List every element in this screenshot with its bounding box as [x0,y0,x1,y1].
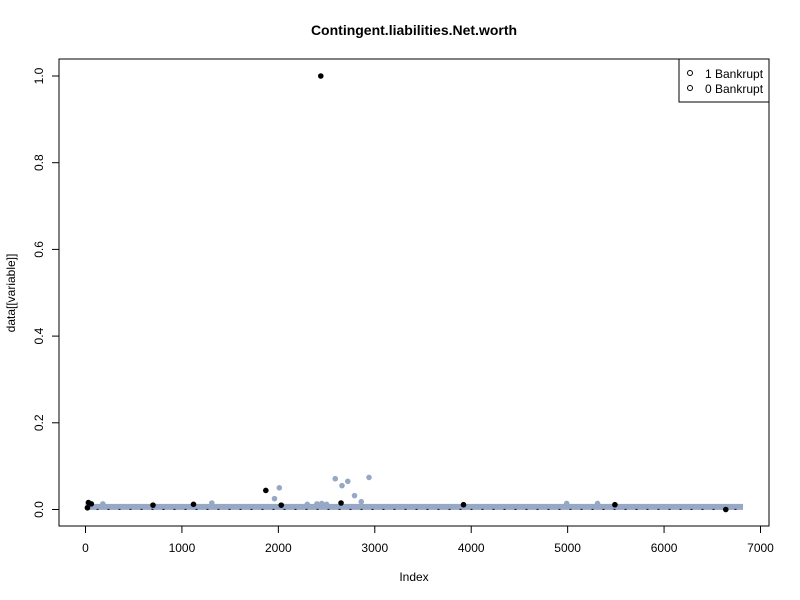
y-tick-label: 0.2 [32,414,46,431]
bankrupt-1-point [460,501,467,508]
bankrupt-0-point [563,500,570,507]
bankrupt-0-point [366,474,372,481]
legend-label-1: 1 Bankrupt [705,67,764,81]
bankrupt-0-point [358,498,365,505]
y-axis-label: data[[variable]] [4,254,18,333]
x-tick-label: 4000 [458,541,485,555]
x-tick-label: 2000 [265,541,292,555]
bankrupt-1-point [278,502,285,508]
legend-marker-1 [687,70,693,76]
x-tick-label: 1000 [169,541,196,555]
x-tick-label: 5000 [554,541,581,555]
bankrupt-1-point [338,500,344,506]
legend-label-0: 0 Bankrupt [705,82,764,96]
bankrupt-0-point [318,500,325,507]
legend-box [678,58,770,103]
bankrupt-0-point [332,475,339,482]
bankrupt-0-point [351,492,358,499]
plot-frame [58,58,770,527]
bankrupt-0-point [323,501,330,508]
bankrupt-0-point [276,485,283,491]
y-tick-label: 0.8 [32,154,46,171]
x-tick-label: 6000 [651,541,678,555]
y-axis: 0.0 0.2 0.4 0.6 0.8 1.0 [32,67,60,518]
bankrupt-0-point [314,501,320,507]
bankrupt-1-point [612,501,618,508]
bankrupt-1-point [190,501,197,508]
bankrupt-0-point [594,500,601,507]
bankrupt-1-point [263,487,269,494]
baseline-band [85,503,744,510]
y-tick-label: 0.0 [32,501,46,518]
legend-marker-0 [687,85,693,91]
y-tick-label: 0.6 [32,241,46,258]
bankrupt-0-point [304,501,311,508]
baseline-band-fill [85,503,744,510]
x-axis: 0 1000 2000 3000 4000 5000 6000 7000 [82,525,774,555]
data-points [84,73,729,513]
bankrupt-1-point [150,502,156,508]
y-tick-label: 1.0 [32,67,46,84]
bankrupt-1-point [88,501,95,507]
x-tick-label: 7000 [747,541,774,555]
bankrupt-1-point [317,73,324,79]
y-tick-label: 0.4 [32,327,46,344]
bankrupt-0-point [339,482,345,489]
legend: 1 Bankrupt 0 Bankrupt [678,58,770,103]
x-axis-label: Index [399,570,428,584]
bankrupt-0-point [209,500,215,506]
bankrupt-0-point [100,501,106,507]
chart-title: Contingent.liabilities.Net.worth [311,22,517,38]
bankrupt-1-point [84,504,91,511]
bankrupt-0-point [271,495,278,502]
x-tick-label: 3000 [361,541,388,555]
bankrupt-1-point [722,506,729,513]
bankrupt-0-point [344,478,351,485]
x-tick-label: 0 [82,541,89,555]
